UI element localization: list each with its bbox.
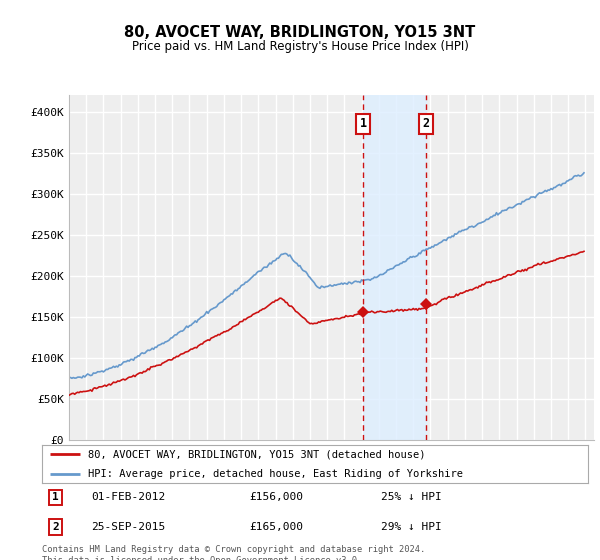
Bar	[363, 95, 426, 440]
Text: 1: 1	[359, 118, 367, 130]
Text: Price paid vs. HM Land Registry's House Price Index (HPI): Price paid vs. HM Land Registry's House …	[131, 40, 469, 53]
Text: 2: 2	[422, 118, 430, 130]
Text: 80, AVOCET WAY, BRIDLINGTON, YO15 3NT: 80, AVOCET WAY, BRIDLINGTON, YO15 3NT	[124, 25, 476, 40]
Text: 29% ↓ HPI: 29% ↓ HPI	[380, 522, 441, 532]
Text: 80, AVOCET WAY, BRIDLINGTON, YO15 3NT (detached house): 80, AVOCET WAY, BRIDLINGTON, YO15 3NT (d…	[88, 449, 426, 459]
Text: 25% ↓ HPI: 25% ↓ HPI	[380, 492, 441, 502]
Text: 2: 2	[52, 522, 59, 532]
Text: £156,000: £156,000	[250, 492, 304, 502]
Text: 25-SEP-2015: 25-SEP-2015	[91, 522, 166, 532]
Text: Contains HM Land Registry data © Crown copyright and database right 2024.
This d: Contains HM Land Registry data © Crown c…	[42, 545, 425, 560]
Text: 1: 1	[52, 492, 59, 502]
Text: HPI: Average price, detached house, East Riding of Yorkshire: HPI: Average price, detached house, East…	[88, 469, 463, 479]
Text: 01-FEB-2012: 01-FEB-2012	[91, 492, 166, 502]
Text: £165,000: £165,000	[250, 522, 304, 532]
